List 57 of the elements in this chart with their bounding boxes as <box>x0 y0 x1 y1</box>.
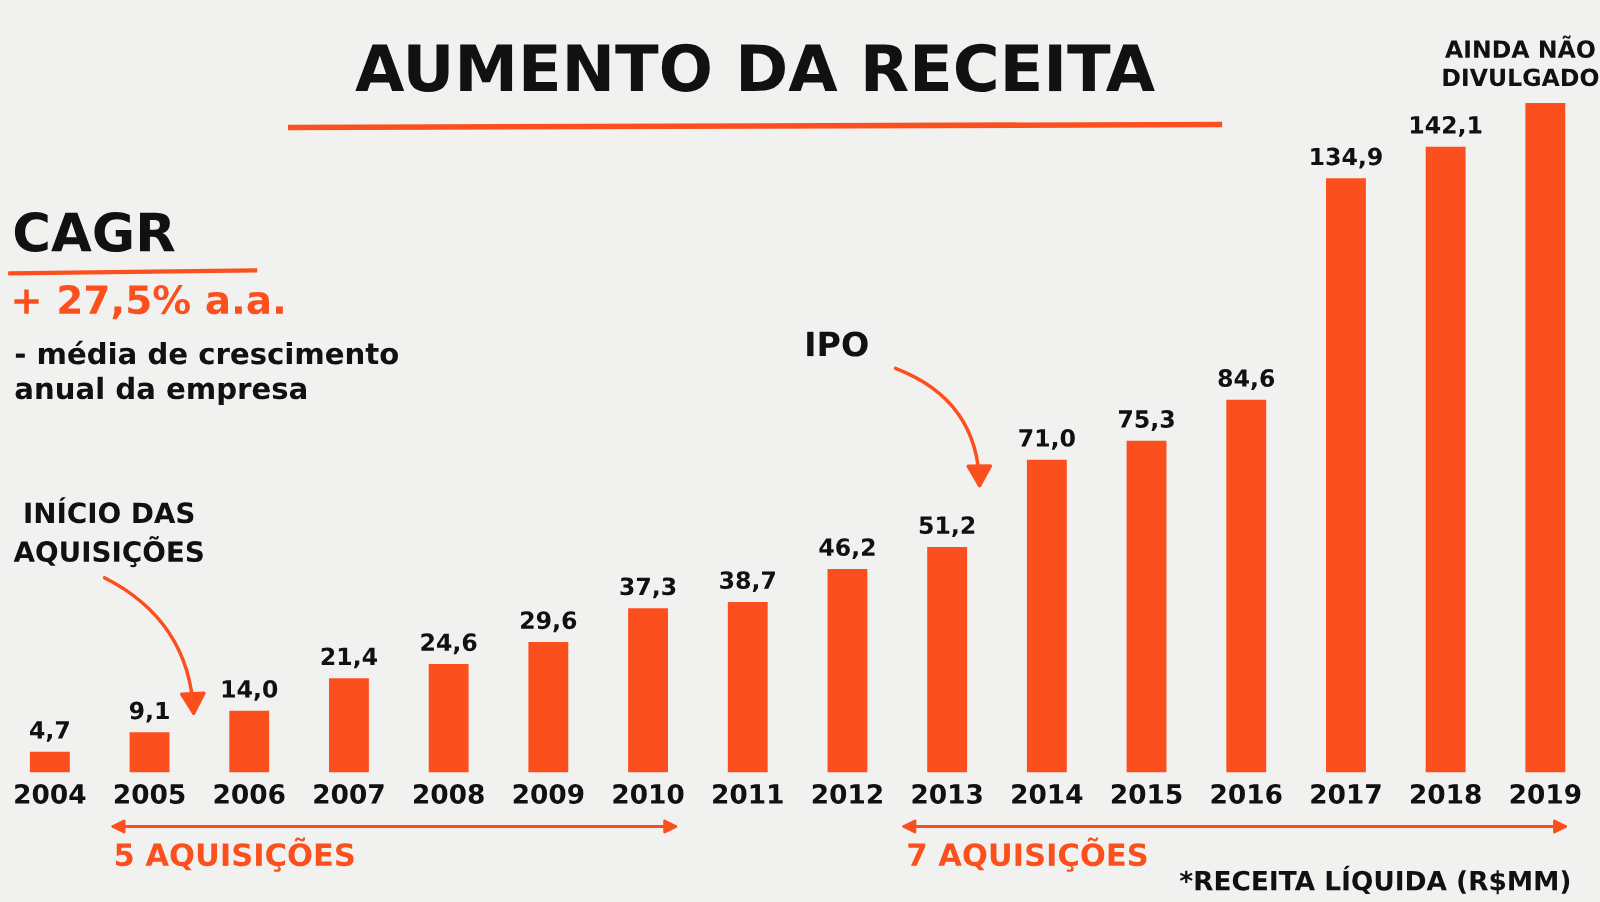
bar <box>1226 399 1267 773</box>
data-label: 134,9 <box>1311 147 1382 169</box>
data-label: 37,3 <box>620 577 676 599</box>
bar <box>1425 146 1466 773</box>
annotation: CAGR <box>14 212 175 253</box>
x-tick-label: 2005 <box>114 783 185 804</box>
bar <box>1026 459 1067 773</box>
text: AINDA NÃO DIVULGADO <box>1443 35 1599 87</box>
annotation: IPO <box>807 331 868 357</box>
x-tick-label: 2015 <box>1111 783 1182 804</box>
x-tick-label: 2012 <box>812 783 882 804</box>
data-label: 14,0 <box>222 680 278 701</box>
x-tick-label: 2004 <box>15 783 86 804</box>
bar <box>1126 440 1167 773</box>
bar <box>927 546 968 773</box>
x-tick-label: 2011 <box>713 783 783 804</box>
data-label: 75,3 <box>1119 410 1174 431</box>
bar <box>329 678 369 773</box>
x-tick-label: 2017 <box>1311 783 1381 804</box>
x-tick-label: 2006 <box>214 783 285 804</box>
bar <box>129 732 170 773</box>
bar <box>528 642 569 773</box>
bar <box>1326 178 1366 773</box>
bar <box>1525 103 1566 773</box>
data-label: 9,1 <box>129 701 169 723</box>
x-tick-label: 2016 <box>1211 783 1282 804</box>
data-label: 51,2 <box>919 516 975 538</box>
annotation: INÍCIO DAS AQUISIÇÕES <box>13 497 203 568</box>
text: 5 AQUISIÇÕES <box>115 837 354 872</box>
x-tick-label: 2018 <box>1411 783 1481 804</box>
bar <box>428 664 469 773</box>
bar <box>628 608 668 773</box>
data-label: 38,7 <box>720 571 775 593</box>
annotation: - média de crescimento anual da empresa <box>15 340 399 405</box>
data-label: 84,6 <box>1218 369 1275 390</box>
data-label: 4,7 <box>30 721 69 742</box>
data-label: 29,6 <box>521 611 577 633</box>
annotation: + 27,5% a.a. <box>14 284 283 320</box>
bar <box>827 568 868 773</box>
x-tick-label: 2014 <box>1012 783 1083 804</box>
data-label: 21,4 <box>321 647 377 669</box>
bar <box>727 601 768 773</box>
x-tick-label: 2007 <box>314 783 384 804</box>
x-tick-label: 2019 <box>1510 783 1581 804</box>
bar <box>229 710 270 773</box>
data-label: 46,2 <box>819 538 875 560</box>
chart-title: AUMENTO DA RECEITA <box>355 43 1155 92</box>
text: *RECEITA LÍQUIDA (R$MM) <box>1179 865 1570 895</box>
x-tick-label: 2013 <box>912 783 982 804</box>
x-tick-label: 2010 <box>613 783 684 804</box>
data-label: 24,6 <box>421 633 477 655</box>
bar <box>29 751 70 773</box>
text: 7 AQUISIÇÕES <box>908 837 1147 872</box>
x-tick-label: 2008 <box>414 783 484 804</box>
x-tick-label: 2009 <box>513 783 584 804</box>
data-label: 71,0 <box>1019 428 1075 450</box>
data-label: 142,1 <box>1410 115 1482 137</box>
